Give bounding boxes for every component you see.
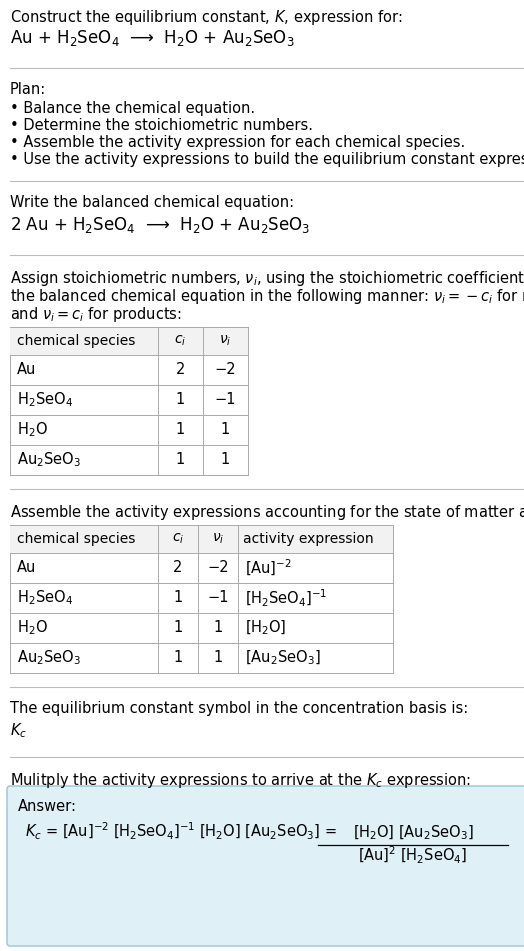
Text: chemical species: chemical species [17,532,135,546]
Text: 1: 1 [173,591,183,606]
Text: 1: 1 [176,422,185,437]
Text: Construct the equilibrium constant, $K$, expression for:: Construct the equilibrium constant, $K$,… [10,8,402,27]
Text: chemical species: chemical species [17,334,135,348]
Text: Au: Au [17,560,36,575]
Text: 1: 1 [221,422,230,437]
Text: Au$_2$SeO$_3$: Au$_2$SeO$_3$ [17,649,81,668]
Bar [10,525,393,553]
Text: −2: −2 [215,362,236,378]
Text: Assign stoichiometric numbers, $\nu_i$, using the stoichiometric coefficients, $: Assign stoichiometric numbers, $\nu_i$, … [10,269,524,288]
Text: 1: 1 [176,393,185,407]
Text: [Au]$^2$ [H$_2$SeO$_4$]: [Au]$^2$ [H$_2$SeO$_4$] [358,844,467,865]
Text: 2: 2 [173,560,183,575]
Text: −2: −2 [207,560,229,575]
Text: [H$_2$O]: [H$_2$O] [245,619,286,637]
Text: H$_2$SeO$_4$: H$_2$SeO$_4$ [17,589,73,608]
Bar [10,327,248,355]
Text: Answer:: Answer: [18,799,77,814]
Text: H$_2$O: H$_2$O [17,619,48,637]
Text: 2: 2 [176,362,185,378]
Text: $K_c$: $K_c$ [10,721,27,740]
Text: Au + H$_2$SeO$_4$  ⟶  H$_2$O + Au$_2$SeO$_3$: Au + H$_2$SeO$_4$ ⟶ H$_2$O + Au$_2$SeO$_… [10,28,294,48]
Text: Assemble the activity expressions accounting for the state of matter and $\nu_i$: Assemble the activity expressions accoun… [10,503,524,522]
Text: The equilibrium constant symbol in the concentration basis is:: The equilibrium constant symbol in the c… [10,701,468,716]
Text: [Au$_2$SeO$_3$]: [Au$_2$SeO$_3$] [245,649,321,668]
Text: Plan:: Plan: [10,82,46,97]
Text: and $\nu_i = c_i$ for products:: and $\nu_i = c_i$ for products: [10,305,182,324]
Bar [10,327,248,475]
Text: [H$_2$SeO$_4$]$^{-1}$: [H$_2$SeO$_4$]$^{-1}$ [245,588,327,609]
Text: Au$_2$SeO$_3$: Au$_2$SeO$_3$ [17,451,81,470]
Text: • Assemble the activity expression for each chemical species.: • Assemble the activity expression for e… [10,135,465,150]
Text: $c_i$: $c_i$ [174,334,187,348]
Text: −1: −1 [215,393,236,407]
Text: Mulitply the activity expressions to arrive at the $K_c$ expression:: Mulitply the activity expressions to arr… [10,771,471,790]
Text: the balanced chemical equation in the following manner: $\nu_i = -c_i$ for react: the balanced chemical equation in the fo… [10,287,524,306]
Text: 1: 1 [176,453,185,468]
Text: H$_2$O: H$_2$O [17,420,48,439]
Text: Au: Au [17,362,36,378]
Text: $c_i$: $c_i$ [172,532,184,546]
Text: • Determine the stoichiometric numbers.: • Determine the stoichiometric numbers. [10,118,313,133]
Bar [10,525,393,673]
Text: [Au]$^{-2}$: [Au]$^{-2}$ [245,558,292,578]
Text: • Balance the chemical equation.: • Balance the chemical equation. [10,101,255,116]
Text: 1: 1 [213,620,223,635]
Text: 1: 1 [221,453,230,468]
Text: 2 Au + H$_2$SeO$_4$  ⟶  H$_2$O + Au$_2$SeO$_3$: 2 Au + H$_2$SeO$_4$ ⟶ H$_2$O + Au$_2$SeO… [10,215,310,235]
Text: activity expression: activity expression [243,532,374,546]
Text: $K_c$ = [Au]$^{-2}$ [H$_2$SeO$_4$]$^{-1}$ [H$_2$O] [Au$_2$SeO$_3$] =: $K_c$ = [Au]$^{-2}$ [H$_2$SeO$_4$]$^{-1}… [25,821,337,842]
Text: Write the balanced chemical equation:: Write the balanced chemical equation: [10,195,294,210]
Text: 1: 1 [213,650,223,666]
Text: 1: 1 [173,650,183,666]
Text: • Use the activity expressions to build the equilibrium constant expression.: • Use the activity expressions to build … [10,152,524,167]
Text: −1: −1 [208,591,229,606]
Text: $\nu_i$: $\nu_i$ [220,334,232,348]
Text: [H$_2$O] [Au$_2$SeO$_3$]: [H$_2$O] [Au$_2$SeO$_3$] [353,824,473,843]
Text: 1: 1 [173,620,183,635]
FancyBboxPatch shape [7,786,524,946]
Text: $\nu_i$: $\nu_i$ [212,532,224,546]
Text: H$_2$SeO$_4$: H$_2$SeO$_4$ [17,391,73,409]
